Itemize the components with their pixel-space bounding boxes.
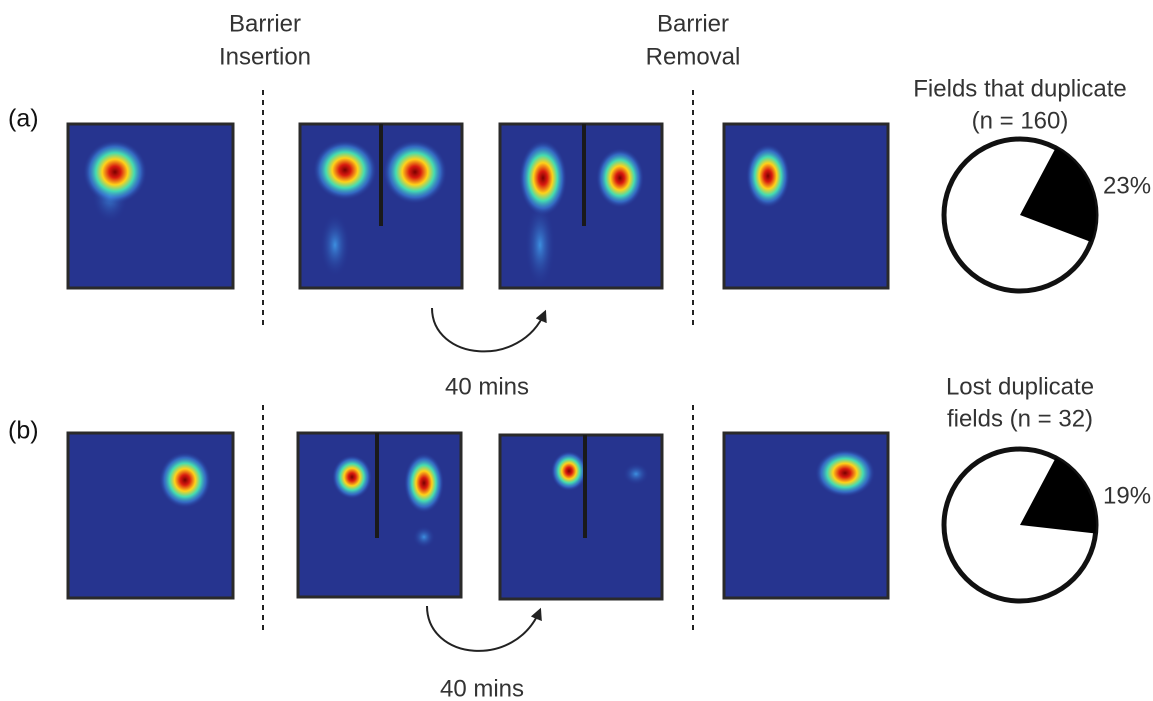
place-field bbox=[815, 449, 875, 497]
place-field bbox=[83, 140, 147, 204]
panel-label: (b) bbox=[8, 417, 39, 445]
arena bbox=[66, 431, 235, 600]
pie-slice bbox=[1020, 147, 1096, 242]
arena bbox=[722, 122, 890, 290]
place-field bbox=[551, 451, 587, 491]
place-field bbox=[320, 213, 350, 277]
pie-title: fields (n = 32) bbox=[947, 405, 1093, 432]
header: Removal bbox=[646, 43, 741, 70]
interval: 40 mins bbox=[445, 373, 529, 400]
pie-title: Lost duplicate bbox=[946, 373, 1094, 400]
pies: 23% 19% bbox=[941, 136, 1151, 604]
heatmaps bbox=[66, 122, 890, 601]
place-field bbox=[383, 140, 447, 204]
header: Insertion bbox=[219, 43, 311, 70]
place-field bbox=[404, 453, 444, 513]
place-field bbox=[413, 526, 435, 548]
pie-slice bbox=[1020, 457, 1096, 534]
arena bbox=[296, 431, 463, 599]
place-field bbox=[596, 148, 644, 208]
place-field bbox=[623, 463, 649, 485]
pie-value-label: 19% bbox=[1103, 482, 1151, 509]
arena bbox=[66, 122, 235, 290]
place-field bbox=[159, 452, 211, 508]
dividers bbox=[262, 90, 694, 635]
header: Barrier bbox=[657, 10, 729, 37]
place-field bbox=[313, 140, 377, 200]
place-field bbox=[332, 455, 372, 499]
arena bbox=[498, 122, 664, 290]
pie-title: (n = 160) bbox=[972, 107, 1069, 134]
header: Barrier bbox=[229, 10, 301, 37]
place-field bbox=[746, 144, 790, 208]
place-field bbox=[519, 140, 567, 216]
panel-label: (a) bbox=[8, 105, 39, 133]
pie-value-label: 23% bbox=[1103, 172, 1151, 199]
interval: 40 mins bbox=[440, 675, 524, 701]
arrows bbox=[426, 307, 547, 652]
place-field bbox=[525, 203, 555, 287]
pie-title: Fields that duplicate bbox=[913, 75, 1126, 102]
